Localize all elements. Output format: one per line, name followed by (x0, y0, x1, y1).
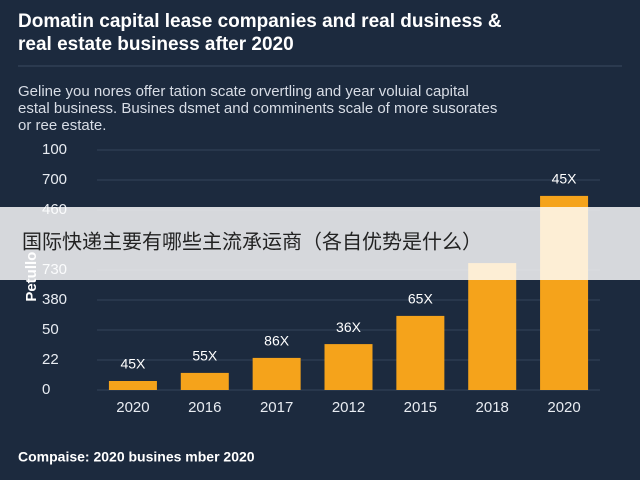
bar-label: 65X (408, 291, 434, 307)
overlay-text: 国际快递主要有哪些主流承运商（各自优势是什么） (22, 230, 482, 254)
y-tick-label: 100 (42, 141, 67, 158)
y-tick-label: 50 (42, 321, 59, 338)
subtitle: Geline you nores offer tation scate orve… (18, 83, 469, 100)
bar (468, 263, 517, 390)
x-tick-label: 2020 (116, 399, 149, 416)
bar (252, 357, 301, 390)
x-tick-label: 2020 (547, 399, 580, 416)
bar (324, 344, 373, 390)
bar (396, 315, 445, 390)
bar-label: 45X (552, 171, 578, 187)
bar (108, 381, 157, 390)
x-tick-label: 2015 (404, 399, 437, 416)
overlay-banner (0, 207, 640, 280)
y-tick-label: 0 (42, 381, 50, 398)
footer: Compaise: 2020 busines mber 2020 (18, 449, 255, 465)
y-tick-label: 380 (42, 291, 67, 308)
bar (180, 372, 229, 390)
bar-label: 55X (192, 348, 218, 364)
y-tick-label: 22 (42, 351, 59, 368)
y-tick-label: 700 (42, 171, 67, 188)
x-tick-label: 2017 (260, 399, 293, 416)
bar-label: 45X (120, 356, 146, 372)
x-tick-label: 2016 (188, 399, 221, 416)
x-tick-label: 2018 (476, 399, 509, 416)
subtitle: or ree estate. (18, 117, 106, 134)
bar-label: 86X (264, 333, 290, 349)
subtitle: estal business. Busines dsmet and commin… (18, 100, 497, 117)
bar-label: 36X (336, 319, 362, 335)
x-tick-label: 2012 (332, 399, 365, 416)
chart-title: real estate business after 2020 (18, 34, 294, 55)
chart-title: Domatin capital lease companies and real… (18, 11, 502, 32)
